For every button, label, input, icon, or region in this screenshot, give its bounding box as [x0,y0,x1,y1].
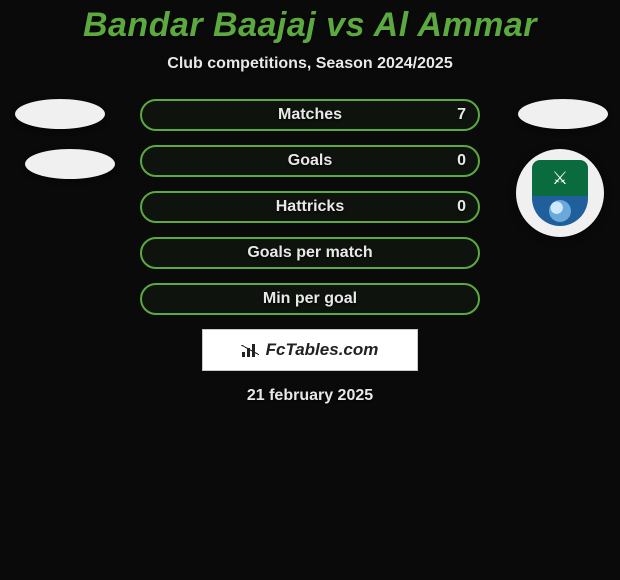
stat-row-hattricks: Hattricks 0 [140,191,480,223]
player-avatar-icon [25,149,115,179]
stat-value: 0 [457,152,466,170]
player-avatar-icon [518,99,608,129]
stat-label: Goals [288,152,332,170]
stat-value: 0 [457,198,466,216]
stats-area: ⚔ Matches 7 Goals 0 Hattricks 0 Goals pe… [0,99,620,315]
stat-label: Matches [278,106,342,124]
club-badge-icon: ⚔ [516,149,604,237]
stat-row-goals: Goals 0 [140,145,480,177]
stat-row-matches: Matches 7 [140,99,480,131]
brand-text: FcTables.com [266,340,379,360]
page-title: Bandar Baajaj vs Al Ammar [0,0,620,45]
stat-label: Goals per match [247,244,372,262]
stat-row-min-per-goal: Min per goal [140,283,480,315]
shield-icon: ⚔ [532,160,588,226]
player-avatar-icon [15,99,105,129]
stat-value: 7 [457,106,466,124]
bar-chart-icon [242,343,260,357]
stat-label: Min per goal [263,290,357,308]
stat-label: Hattricks [276,198,344,216]
palm-icon: ⚔ [552,169,568,187]
subtitle: Club competitions, Season 2024/2025 [0,55,620,73]
date-label: 21 february 2025 [0,387,620,405]
stat-row-goals-per-match: Goals per match [140,237,480,269]
brand-badge[interactable]: FcTables.com [202,329,418,371]
